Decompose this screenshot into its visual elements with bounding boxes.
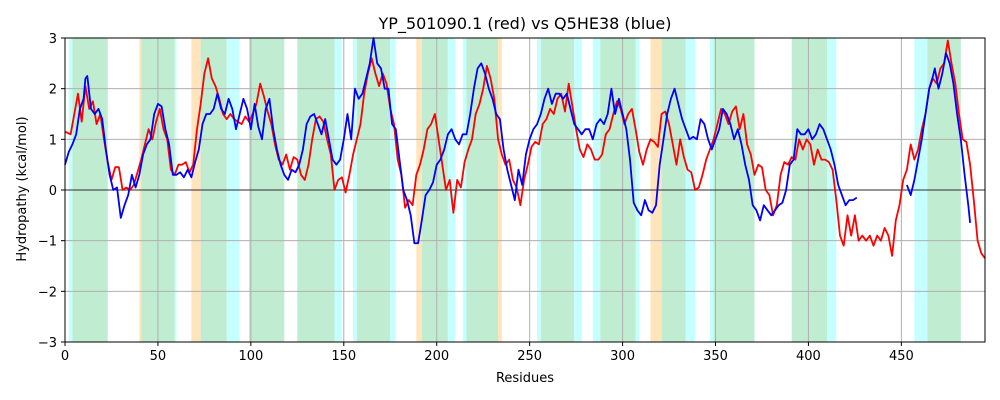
y-axis-label: Hydropathy (kcal/mol)	[15, 116, 30, 261]
y-tick-label: 3	[49, 32, 57, 47]
x-tick-label: 400	[796, 349, 821, 364]
y-tick-label: 2	[49, 83, 57, 98]
x-axis-label: Residues	[496, 371, 554, 386]
y-tick-label: 0	[49, 184, 57, 199]
chart-title: YP_501090.1 (red) vs Q5HE38 (blue)	[378, 14, 672, 34]
x-tick-label: 450	[889, 349, 914, 364]
axis-ticks: 0 50 100 150 200 250 300 350 400 450 −3 −2 −1 0 1 2 3	[38, 32, 914, 364]
x-tick-label: 250	[517, 349, 542, 364]
x-tick-label: 150	[331, 349, 356, 364]
x-tick-label: 50	[150, 349, 167, 364]
y-tick-label: −2	[38, 285, 57, 300]
x-tick-label: 100	[238, 349, 263, 364]
x-tick-label: 350	[703, 349, 728, 364]
series-lines	[64, 37, 986, 259]
y-tick-label: −3	[38, 336, 57, 351]
x-tick-label: 200	[424, 349, 449, 364]
y-tick-label: 1	[49, 133, 57, 148]
series-line-blue	[64, 37, 971, 245]
x-tick-label: 0	[61, 349, 69, 364]
x-tick-label: 300	[610, 349, 635, 364]
y-tick-label: −1	[38, 235, 57, 250]
